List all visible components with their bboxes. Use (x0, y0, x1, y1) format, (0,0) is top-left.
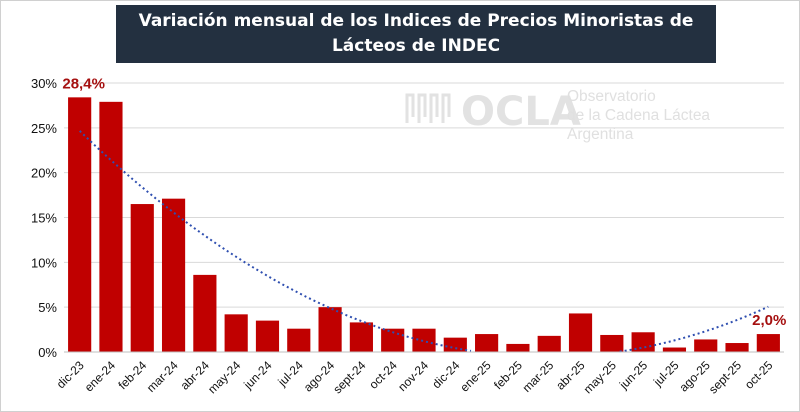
x-tick-label: oct-25 (742, 358, 776, 392)
bar-sept-24 (349, 322, 373, 352)
y-tick-labels: 0% 5% 10% 15% 20% 25% 30% (31, 76, 57, 360)
y-tick-label: 30% (31, 76, 57, 91)
watermark-line-3: Argentina (567, 126, 634, 143)
bar-nov-24 (412, 328, 436, 352)
y-tick-label: 0% (38, 345, 57, 360)
bar-mar-25 (537, 335, 561, 352)
ocla-logo-icon (405, 93, 451, 123)
bar-ene-25 (475, 334, 499, 352)
y-tick-label: 25% (31, 121, 57, 136)
bar-may-25 (600, 334, 624, 352)
gridlines (64, 82, 784, 308)
trendline-path (79, 130, 472, 352)
x-tick-label: ene-24 (82, 358, 119, 395)
bar-may-24 (224, 314, 248, 352)
bar-jul-24 (287, 328, 311, 352)
y-tick-label: 10% (31, 255, 57, 270)
bar-jul-25 (662, 347, 687, 352)
bar-feb-24 (130, 204, 154, 352)
data-label-oct-25: 2,0% (752, 312, 786, 329)
bar-abr-25 (568, 313, 593, 352)
chart-title: Variación mensual de los Indices de Prec… (116, 5, 716, 63)
x-tick-label: ene-25 (457, 358, 494, 395)
x-tick-label: mar-24 (144, 358, 181, 395)
watermark-line-1: Observatorio (567, 88, 656, 105)
x-tick-label: mar-25 (520, 358, 557, 395)
x-tick-label: may-25 (581, 358, 619, 396)
watermark-line-2: de la Cadena Láctea (567, 107, 710, 124)
x-tick-label: sept-24 (330, 358, 368, 396)
x-tick-label: nov-24 (395, 358, 431, 394)
bar-ene-24 (99, 101, 123, 352)
bar-ago-25 (694, 339, 718, 352)
x-tick-label: jun-25 (616, 358, 650, 392)
x-tick-label: sept-25 (706, 358, 744, 396)
x-tick-label: oct-24 (366, 358, 400, 392)
bar-dic-23 (68, 97, 92, 352)
bar-ago-24 (318, 307, 342, 352)
y-tick-label: 5% (38, 300, 57, 315)
data-label-dic-23: 28,4% (62, 75, 105, 92)
bar-abr-24 (193, 274, 217, 352)
bar-sept-25 (725, 343, 749, 352)
y-tick-label: 20% (31, 166, 57, 181)
trendline-path (619, 305, 769, 353)
bar-jun-25 (631, 332, 655, 352)
bars (68, 97, 780, 352)
bar-feb-25 (506, 343, 530, 352)
x-tick-label: may-24 (205, 358, 243, 396)
trendline (79, 130, 769, 353)
bar-dic-24 (443, 337, 467, 352)
bar-oct-25 (756, 334, 780, 352)
bar-jun-24 (255, 320, 280, 352)
x-tick-label: jun-24 (240, 358, 274, 392)
data-labels: 28,4% 2,0% (62, 75, 786, 329)
bar-mar-24 (161, 198, 186, 352)
y-tick-label: 15% (31, 211, 57, 226)
x-tick-labels: dic-23ene-24feb-24mar-24abr-24may-24jun-… (54, 358, 776, 396)
